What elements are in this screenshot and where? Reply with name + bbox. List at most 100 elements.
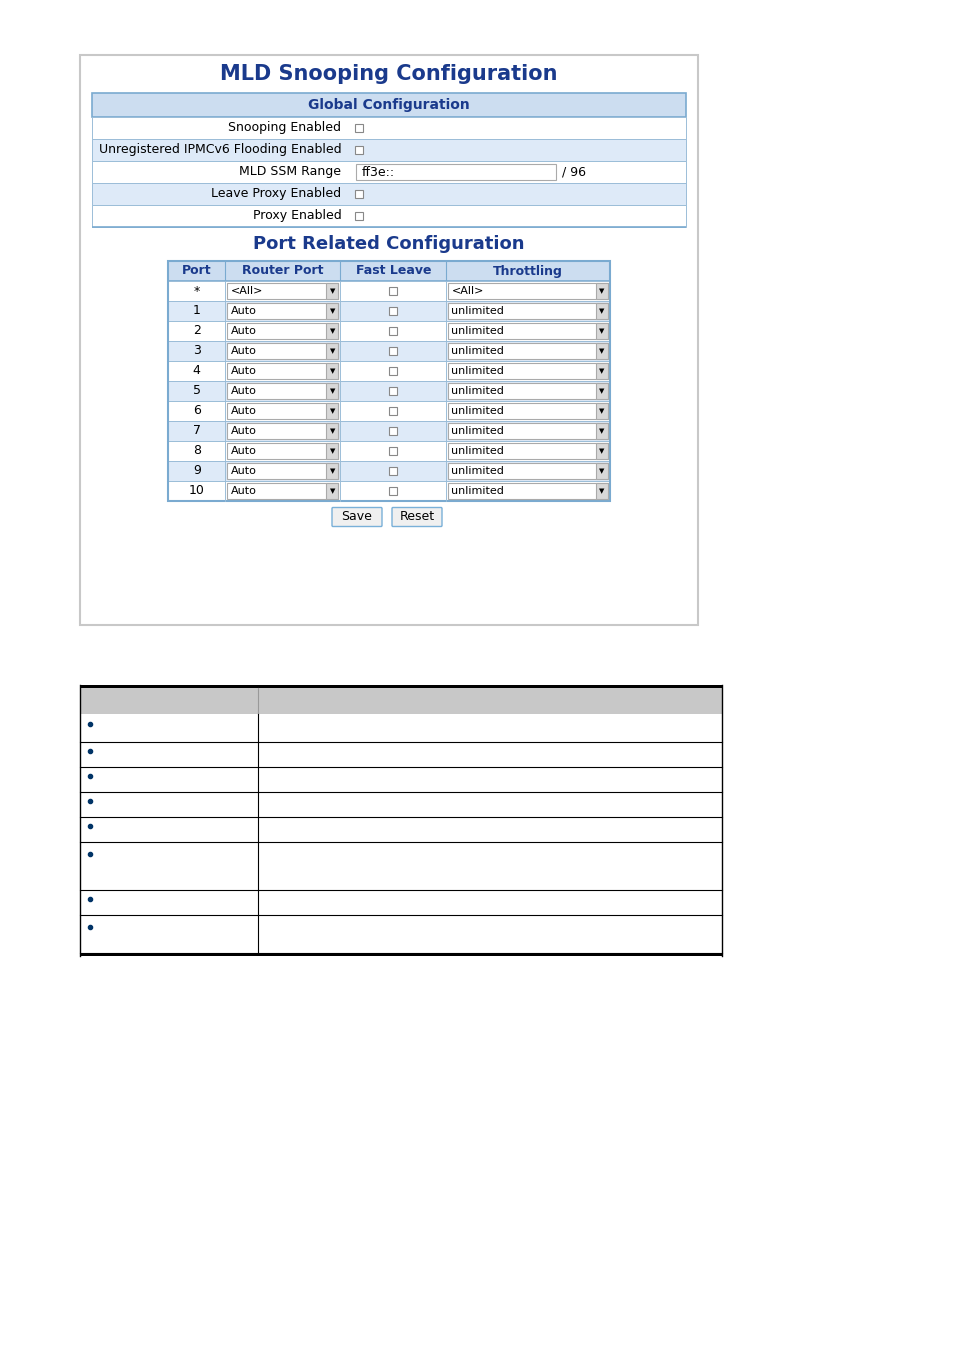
Bar <box>80 890 721 915</box>
Bar <box>596 383 607 400</box>
Text: <All>: <All> <box>451 286 483 296</box>
Bar <box>326 404 338 418</box>
FancyBboxPatch shape <box>332 508 381 526</box>
Bar <box>227 443 338 459</box>
Text: unlimited: unlimited <box>451 386 504 396</box>
Bar <box>448 423 607 439</box>
Text: Fast Leave: Fast Leave <box>355 265 431 278</box>
Bar <box>596 483 607 499</box>
Bar <box>389 367 397 375</box>
Text: ▼: ▼ <box>330 308 335 315</box>
Bar <box>448 463 607 479</box>
Bar <box>168 441 609 460</box>
Text: unlimited: unlimited <box>451 466 504 477</box>
Bar <box>168 481 609 501</box>
Bar <box>80 55 698 625</box>
Text: Auto: Auto <box>231 306 256 316</box>
Bar <box>168 342 609 360</box>
Bar <box>91 117 685 139</box>
Text: ▼: ▼ <box>598 369 604 374</box>
Bar <box>389 387 397 396</box>
Text: 4: 4 <box>193 364 200 378</box>
Bar <box>389 427 397 435</box>
Text: 2: 2 <box>193 324 200 338</box>
Bar <box>596 302 607 319</box>
Bar <box>596 343 607 359</box>
Bar <box>448 383 607 400</box>
Bar <box>168 261 609 281</box>
Text: unlimited: unlimited <box>451 406 504 416</box>
Text: unlimited: unlimited <box>451 427 504 436</box>
Text: Save: Save <box>341 510 372 524</box>
Bar <box>227 463 338 479</box>
Bar <box>596 404 607 418</box>
Text: unlimited: unlimited <box>451 325 504 336</box>
Text: ▼: ▼ <box>330 428 335 433</box>
Text: unlimited: unlimited <box>451 446 504 456</box>
Bar <box>227 423 338 439</box>
Text: ▼: ▼ <box>330 288 335 294</box>
Text: ▼: ▼ <box>330 369 335 374</box>
Text: MLD SSM Range: MLD SSM Range <box>239 166 341 178</box>
Bar <box>227 404 338 418</box>
Text: / 96: / 96 <box>561 166 586 178</box>
Bar <box>389 447 397 455</box>
Text: MLD Snooping Configuration: MLD Snooping Configuration <box>220 63 558 84</box>
Text: unlimited: unlimited <box>451 366 504 377</box>
Bar <box>596 323 607 339</box>
Bar <box>168 301 609 321</box>
Text: unlimited: unlimited <box>451 346 504 356</box>
Bar <box>227 343 338 359</box>
Text: ▼: ▼ <box>330 348 335 354</box>
Bar <box>227 284 338 298</box>
Bar <box>80 792 721 817</box>
Bar <box>596 284 607 298</box>
FancyBboxPatch shape <box>392 508 441 526</box>
Bar <box>355 212 363 220</box>
Text: ▼: ▼ <box>598 428 604 433</box>
Text: Auto: Auto <box>231 325 256 336</box>
Bar <box>168 321 609 342</box>
Bar <box>80 684 721 688</box>
Bar <box>596 463 607 479</box>
Bar <box>355 124 363 132</box>
Bar <box>389 487 397 495</box>
Text: Proxy Enabled: Proxy Enabled <box>253 209 341 223</box>
Text: ▼: ▼ <box>330 387 335 394</box>
Bar <box>389 347 397 355</box>
Bar <box>326 423 338 439</box>
Bar <box>326 483 338 499</box>
Text: 9: 9 <box>193 464 200 478</box>
Text: ▼: ▼ <box>598 487 604 494</box>
Bar <box>227 302 338 319</box>
Bar <box>80 915 721 953</box>
Text: 10: 10 <box>189 485 205 498</box>
Text: Reset: Reset <box>399 510 435 524</box>
Text: ▼: ▼ <box>330 487 335 494</box>
Text: *: * <box>193 285 199 297</box>
Bar <box>389 467 397 475</box>
Text: Auto: Auto <box>231 346 256 356</box>
Text: unlimited: unlimited <box>451 486 504 495</box>
Text: Auto: Auto <box>231 427 256 436</box>
Bar <box>448 323 607 339</box>
Bar <box>80 953 721 956</box>
Bar <box>389 406 397 414</box>
Text: ▼: ▼ <box>598 348 604 354</box>
Text: Auto: Auto <box>231 386 256 396</box>
Bar <box>326 323 338 339</box>
Bar <box>168 401 609 421</box>
Bar <box>326 302 338 319</box>
Bar <box>326 363 338 379</box>
Bar <box>80 767 721 792</box>
Bar <box>448 302 607 319</box>
Text: 7: 7 <box>193 424 200 437</box>
Text: ▼: ▼ <box>330 328 335 333</box>
Text: ff3e::: ff3e:: <box>361 166 394 178</box>
Bar <box>389 288 397 296</box>
Text: ▼: ▼ <box>598 308 604 315</box>
Bar <box>227 483 338 499</box>
Text: ▼: ▼ <box>598 288 604 294</box>
Bar <box>91 93 685 117</box>
Text: 5: 5 <box>193 385 200 397</box>
